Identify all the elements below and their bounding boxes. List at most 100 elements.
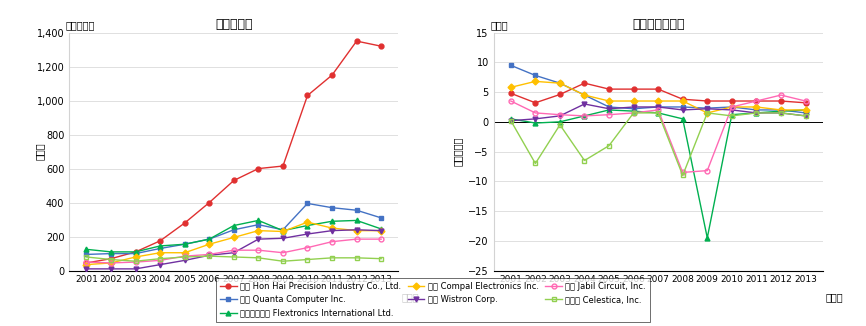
中国 Wistron Corp. [352, 228, 362, 232]
米国 Jabil Circuit, Inc. [530, 111, 540, 115]
カナダ Celestica, Inc. [506, 119, 516, 123]
米国 Jabil Circuit, Inc. [106, 261, 116, 265]
米国 Jabil Circuit, Inc. [506, 99, 516, 103]
米国 Jabil Circuit, Inc. [204, 252, 215, 256]
台湾 Quanta Computer Inc. [677, 105, 688, 109]
Line: 台湾 Quanta Computer Inc.: 台湾 Quanta Computer Inc. [508, 63, 808, 115]
カナダ Celestica, Inc. [106, 258, 116, 261]
カナダ Celestica, Inc. [81, 255, 92, 259]
米国 Jabil Circuit, Inc. [727, 105, 737, 109]
米国 Jabil Circuit, Inc. [229, 248, 239, 252]
台湾 Quanta Computer Inc. [751, 108, 761, 112]
中国 Wistron Corp. [278, 236, 288, 240]
シンガポール Flextronics International Ltd. [800, 108, 811, 112]
米国 Jabil Circuit, Inc. [81, 260, 92, 264]
中国 Wistron Corp. [579, 102, 590, 106]
米国 Jabil Circuit, Inc. [376, 237, 386, 241]
中国 Wistron Corp. [776, 111, 786, 115]
台湾 Hon Hai Precision Industry Co., Ltd. [530, 101, 540, 105]
Title: 【営業利益率】: 【営業利益率】 [632, 19, 684, 31]
台湾 Quanta Computer Inc. [506, 63, 516, 67]
台湾 Quanta Computer Inc. [629, 107, 639, 111]
米国 Jabil Circuit, Inc. [179, 254, 190, 258]
シンガポール Flextronics International Ltd. [155, 244, 165, 248]
台湾 Hon Hai Precision Industry Co., Ltd. [677, 97, 688, 101]
Line: 台湾 Compal Electronics Inc.: 台湾 Compal Electronics Inc. [508, 79, 808, 115]
台湾 Quanta Computer Inc. [131, 252, 141, 256]
シンガポール Flextronics International Ltd. [106, 250, 116, 254]
カナダ Celestica, Inc. [727, 114, 737, 118]
Text: （％）: （％） [490, 20, 508, 30]
台湾 Compal Electronics Inc. [106, 261, 116, 265]
中国 Wistron Corp. [81, 267, 92, 271]
カナダ Celestica, Inc. [179, 255, 190, 259]
中国 Wistron Corp. [155, 263, 165, 267]
シンガポール Flextronics International Ltd. [302, 224, 313, 228]
シンガポール Flextronics International Ltd. [131, 250, 141, 254]
台湾 Compal Electronics Inc. [229, 235, 239, 239]
中国 Wistron Corp. [204, 253, 215, 257]
台湾 Quanta Computer Inc. [530, 73, 540, 77]
中国 Wistron Corp. [302, 232, 313, 236]
台湾 Hon Hai Precision Industry Co., Ltd. [506, 91, 516, 95]
台湾 Compal Electronics Inc. [278, 230, 288, 233]
台湾 Compal Electronics Inc. [555, 81, 565, 85]
台湾 Quanta Computer Inc. [579, 93, 590, 97]
カナダ Celestica, Inc. [253, 256, 263, 260]
Line: シンガポール Flextronics International Ltd.: シンガポール Flextronics International Ltd. [84, 218, 384, 254]
台湾 Quanta Computer Inc. [155, 246, 165, 250]
台湾 Hon Hai Precision Industry Co., Ltd. [81, 261, 92, 265]
台湾 Quanta Computer Inc. [302, 201, 313, 205]
Line: 中国 Wistron Corp.: 中国 Wistron Corp. [84, 227, 384, 271]
シンガポール Flextronics International Ltd. [253, 218, 263, 222]
シンガポール Flextronics International Ltd. [579, 114, 590, 118]
シンガポール Flextronics International Ltd. [506, 117, 516, 121]
台湾 Hon Hai Precision Industry Co., Ltd. [204, 200, 215, 204]
カナダ Celestica, Inc. [376, 257, 386, 261]
台湾 Quanta Computer Inc. [253, 223, 263, 227]
中国 Wistron Corp. [253, 237, 263, 241]
台湾 Compal Electronics Inc. [677, 99, 688, 103]
カナダ Celestica, Inc. [800, 114, 811, 118]
シンガポール Flextronics International Ltd. [530, 121, 540, 125]
台湾 Compal Electronics Inc. [376, 229, 386, 232]
台湾 Compal Electronics Inc. [302, 220, 313, 224]
米国 Jabil Circuit, Inc. [326, 240, 337, 244]
台湾 Hon Hai Precision Industry Co., Ltd. [229, 179, 239, 183]
中国 Wistron Corp. [727, 108, 737, 112]
中国 Wistron Corp. [702, 107, 713, 111]
台湾 Compal Electronics Inc. [253, 229, 263, 232]
シンガポール Flextronics International Ltd. [376, 227, 386, 231]
カナダ Celestica, Inc. [131, 259, 141, 263]
台湾 Quanta Computer Inc. [204, 237, 215, 241]
カナダ Celestica, Inc. [702, 111, 713, 115]
シンガポール Flextronics International Ltd. [629, 109, 639, 113]
台湾 Compal Electronics Inc. [727, 105, 737, 109]
台湾 Hon Hai Precision Industry Co., Ltd. [179, 221, 190, 225]
米国 Jabil Circuit, Inc. [751, 99, 761, 103]
台湾 Hon Hai Precision Industry Co., Ltd. [376, 44, 386, 48]
カナダ Celestica, Inc. [204, 254, 215, 258]
台湾 Hon Hai Precision Industry Co., Ltd. [629, 87, 639, 91]
中国 Wistron Corp. [229, 251, 239, 255]
台湾 Hon Hai Precision Industry Co., Ltd. [604, 87, 614, 91]
台湾 Hon Hai Precision Industry Co., Ltd. [555, 93, 565, 96]
台湾 Quanta Computer Inc. [653, 105, 663, 109]
米国 Jabil Circuit, Inc. [555, 113, 565, 117]
カナダ Celestica, Inc. [629, 111, 639, 115]
米国 Jabil Circuit, Inc. [629, 111, 639, 115]
シンガポール Flextronics International Ltd. [229, 224, 239, 228]
Line: 台湾 Compal Electronics Inc.: 台湾 Compal Electronics Inc. [84, 220, 384, 267]
シンガポール Flextronics International Ltd. [604, 108, 614, 112]
台湾 Hon Hai Precision Industry Co., Ltd. [106, 257, 116, 261]
Line: 台湾 Hon Hai Precision Industry Co., Ltd.: 台湾 Hon Hai Precision Industry Co., Ltd. [84, 39, 384, 265]
台湾 Compal Electronics Inc. [155, 251, 165, 255]
Line: 米国 Jabil Circuit, Inc.: 米国 Jabil Circuit, Inc. [84, 237, 384, 265]
カナダ Celestica, Inc. [530, 161, 540, 165]
台湾 Hon Hai Precision Industry Co., Ltd. [326, 73, 337, 77]
シンガポール Flextronics International Ltd. [727, 113, 737, 117]
中国 Wistron Corp. [677, 108, 688, 112]
台湾 Hon Hai Precision Industry Co., Ltd. [352, 39, 362, 43]
台湾 Hon Hai Precision Industry Co., Ltd. [131, 250, 141, 254]
台湾 Hon Hai Precision Industry Co., Ltd. [702, 99, 713, 103]
